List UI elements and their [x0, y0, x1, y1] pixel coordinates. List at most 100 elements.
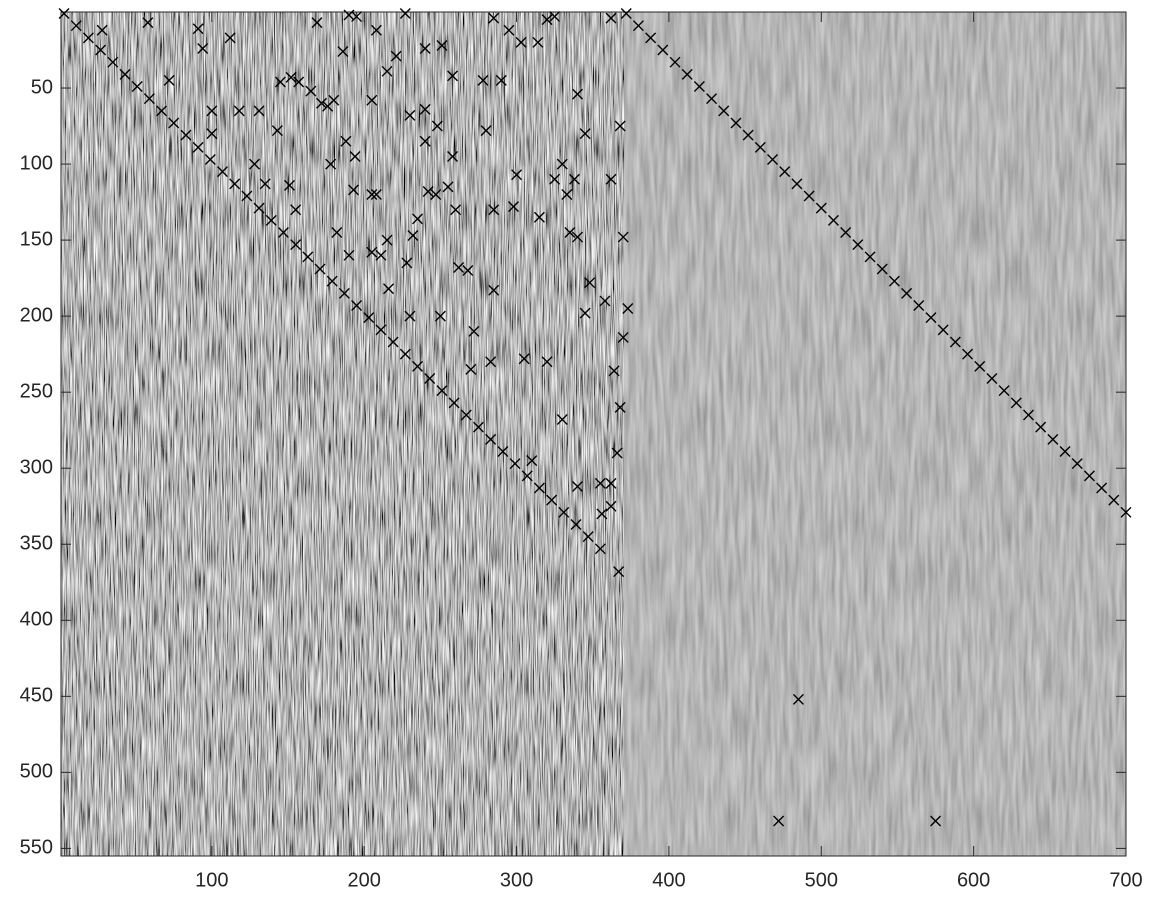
marker: [488, 204, 500, 216]
marker: [1096, 482, 1108, 494]
marker: [605, 173, 617, 185]
marker: [792, 693, 804, 705]
marker: [412, 213, 424, 225]
y-tick-label: 150: [20, 228, 53, 250]
marker: [233, 105, 245, 117]
x-tick-label: 600: [957, 869, 990, 891]
marker: [488, 12, 500, 24]
marker: [480, 125, 492, 137]
marker: [462, 265, 474, 277]
marker: [206, 105, 218, 117]
marker: [986, 372, 998, 384]
marker: [314, 263, 326, 275]
marker: [293, 76, 305, 88]
marker: [608, 365, 620, 377]
marker: [533, 482, 545, 494]
marker: [584, 277, 596, 289]
marker: [168, 117, 180, 129]
marker: [614, 120, 626, 132]
marker: [515, 36, 527, 48]
marker: [351, 300, 363, 311]
marker: [876, 263, 888, 275]
marker: [204, 154, 216, 166]
marker: [605, 500, 617, 512]
marker: [549, 173, 561, 185]
y-tick-label: 400: [20, 609, 53, 631]
marker: [622, 303, 634, 315]
marker: [508, 201, 520, 213]
x-tick-label: 300: [500, 869, 533, 891]
marker: [206, 128, 218, 140]
marker: [611, 447, 623, 459]
marker: [348, 184, 360, 196]
marker: [95, 44, 107, 56]
marker: [424, 372, 436, 384]
marker: [532, 36, 544, 48]
marker: [568, 173, 580, 185]
marker: [556, 158, 568, 170]
marker: [558, 506, 570, 518]
marker: [387, 336, 399, 348]
marker: [253, 202, 265, 214]
x-tick-label: 400: [652, 869, 685, 891]
marker: [404, 310, 416, 322]
marker: [436, 39, 448, 51]
marker: [249, 158, 260, 170]
marker: [316, 97, 328, 109]
y-tick-label: 200: [20, 304, 53, 326]
marker: [485, 433, 497, 445]
marker: [343, 249, 355, 261]
marker: [465, 363, 477, 375]
marker: [399, 348, 411, 360]
marker: [949, 336, 961, 348]
marker: [430, 188, 442, 200]
marker: [1022, 409, 1034, 421]
marker: [718, 105, 730, 117]
marker: [572, 231, 583, 243]
marker: [328, 94, 340, 106]
marker: [399, 8, 411, 20]
marker: [419, 43, 431, 54]
marker: [131, 81, 143, 93]
marker: [864, 251, 876, 263]
marker: [681, 68, 693, 80]
marker: [477, 74, 489, 86]
y-tick-label: 100: [20, 152, 53, 174]
x-tick-label: 700: [1109, 869, 1142, 891]
marker: [579, 307, 591, 319]
marker: [453, 261, 465, 273]
y-tick-label: 50: [31, 76, 53, 98]
marker: [485, 356, 497, 368]
marker: [290, 204, 302, 216]
marker: [998, 385, 1010, 397]
marker: [815, 202, 827, 214]
marker: [366, 246, 378, 258]
marker: [594, 543, 606, 555]
marker: [742, 129, 754, 141]
marker: [447, 150, 459, 162]
x-tick-label: 100: [195, 869, 228, 891]
marker: [142, 17, 154, 29]
marker: [70, 20, 82, 32]
marker: [284, 179, 296, 191]
marker: [468, 325, 480, 337]
marker: [526, 455, 538, 467]
marker: [962, 348, 974, 360]
y-tick-label: 250: [20, 380, 53, 402]
marker: [888, 275, 900, 287]
marker: [229, 178, 241, 190]
y-tick-label: 300: [20, 456, 53, 478]
marker: [265, 214, 277, 226]
marker: [852, 239, 864, 251]
y-tick-label: 450: [20, 685, 53, 707]
marker: [511, 169, 523, 181]
marker: [901, 287, 913, 299]
marker: [1120, 506, 1132, 518]
marker: [407, 230, 419, 242]
marker: [497, 445, 509, 457]
marker: [706, 93, 718, 105]
marker: [419, 135, 431, 147]
marker: [375, 324, 387, 336]
